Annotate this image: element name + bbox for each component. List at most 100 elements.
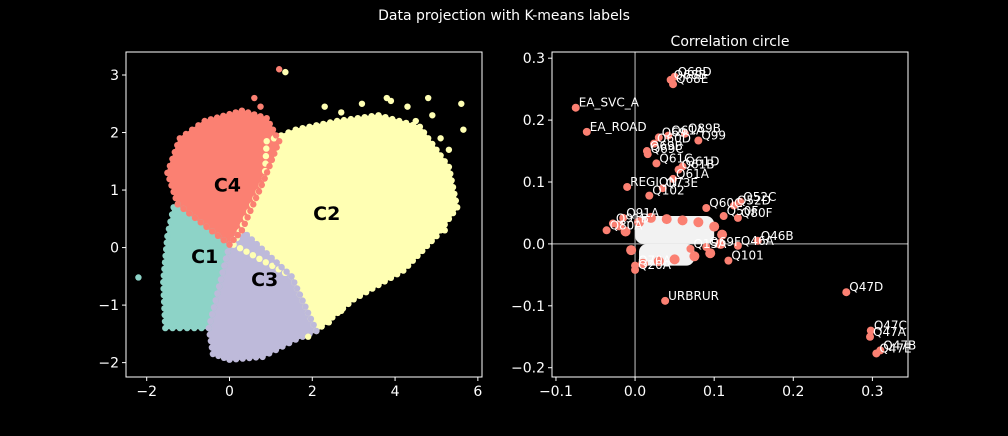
cluster-c2-edge-point (445, 163, 453, 171)
correlation-point (719, 212, 728, 221)
cluster-c2-edge-point (409, 257, 416, 264)
correlation-point-label: Q47C (874, 319, 907, 333)
correlation-point-label: Q68B (674, 68, 707, 82)
cluster-c2-edge-point (449, 209, 457, 217)
cluster-c4-edge-point (164, 169, 171, 176)
cluster-c3-edge-point (220, 354, 228, 361)
cluster-c3-edge-point (296, 291, 304, 298)
cluster-c4-edge-point (207, 116, 215, 123)
kmeans-projection-panel: C1 C2 C3 C4 −2 0 2 4 6 −2 −1 0 1 2 3 (98, 51, 483, 400)
cluster-c2-sparse-point (441, 227, 448, 234)
cluster-c4-edge-point (169, 155, 176, 163)
cluster-c4-edge-point (263, 115, 270, 122)
outlier-point (251, 94, 258, 102)
correlation-y-tick-label: 0.2 (523, 113, 545, 129)
correlation-point-label: REGION (630, 175, 677, 189)
cluster-c1-edge-point (162, 324, 169, 332)
kmeans-x-axis: −2 0 2 4 6 (136, 377, 482, 400)
cluster-c2-edge-point (347, 115, 355, 123)
correlation-y-tick-label: 0.3 (523, 51, 545, 67)
correlation-point-label: Q69 (662, 125, 687, 139)
cluster-c3-edge-point (219, 269, 226, 276)
kmeans-y-tick-label: 2 (110, 126, 119, 142)
correlation-point-label: Q60C (709, 196, 742, 210)
cluster-c2-edge-point (263, 138, 270, 145)
cluster-c4-edge-point (186, 210, 193, 217)
cluster-c2-edge-point (400, 267, 407, 274)
cluster-c2-sparse-point (338, 109, 345, 116)
cluster-c4-edge-point (174, 201, 181, 208)
outlier-point (257, 103, 264, 110)
correlation-point-label: Q69C (651, 142, 684, 156)
cluster-c3-edge-point (283, 268, 290, 275)
correlation-point-label: Q80A (610, 218, 644, 232)
cluster-c1-edge-point (161, 318, 169, 325)
cluster-c3-edge-point (215, 352, 222, 360)
cluster-c2-edge-point (433, 232, 440, 240)
correlation-point-label: Q47A (873, 325, 907, 339)
cluster-c4-edge-point (244, 214, 251, 221)
cluster-c3-edge-point (302, 303, 309, 310)
cluster-c1-edge-point (161, 311, 168, 319)
cluster-c1-edge-point (160, 298, 168, 305)
cluster-c2-sparse-point (433, 175, 440, 182)
correlation-point (608, 219, 617, 228)
cluster-c3-edge-point (293, 285, 301, 292)
correlation-y-tick-label: 0.1 (523, 175, 545, 191)
cluster-c4-edge-point (197, 219, 204, 226)
cluster-c4-edge-point (251, 111, 258, 118)
correlation-point (664, 131, 673, 140)
correlation-point (736, 197, 745, 206)
cluster-c2-edge-point (299, 125, 306, 132)
cluster-c4-edge-point (201, 117, 208, 125)
correlation-point (650, 139, 659, 148)
cluster-c1-edge-point (161, 265, 168, 273)
cluster-c2-edge-point (429, 140, 436, 148)
cluster-c3-edge-point (207, 318, 214, 325)
cluster-c4-edge-point (258, 181, 265, 189)
cluster-c4-edge-point (257, 113, 264, 120)
correlation-point-label: Q73E (666, 176, 698, 190)
correlation-crosshair (552, 52, 908, 377)
cluster-c2-edge-point (387, 274, 395, 281)
kmeans-y-axis: −2 −1 0 1 2 3 (98, 68, 126, 372)
correlation-point (680, 129, 689, 138)
outlier-point (135, 274, 142, 281)
cluster-c1-edge-point (183, 324, 191, 332)
cluster-c4-edge-point (171, 148, 178, 156)
cluster-c4-edge-point (266, 162, 273, 170)
cluster-c1-edge-point (163, 246, 170, 253)
correlation-point (694, 136, 703, 145)
cluster-c2-edge-point (420, 129, 428, 136)
cluster-c2-edge-point (447, 170, 454, 177)
cluster-c3-edge-point (221, 262, 228, 269)
cluster-c2-edge-point (350, 296, 357, 303)
correlation-point-label: Q47E (879, 341, 911, 355)
cluster-c1-edge-point (167, 218, 174, 225)
kmeans-x-tick-label: 0 (225, 384, 234, 400)
cluster-c2-edge-point (262, 259, 269, 266)
cluster-c4-edge-point (252, 194, 260, 202)
cluster-c4-edge-point (247, 207, 254, 215)
correlation-point (631, 265, 640, 274)
correlation-point (733, 241, 742, 250)
cluster-c3-edge-point (299, 333, 306, 340)
correlation-point (872, 349, 881, 358)
cluster-c4-edge-point (268, 156, 276, 164)
correlation-point-label: Q99 (701, 129, 726, 143)
cluster-c3-edge-point (278, 263, 285, 271)
outlier-point (460, 126, 467, 133)
correlation-point (661, 214, 672, 225)
cluster-c4-edge-point (261, 175, 268, 182)
cluster-c2-sparse-point (391, 255, 399, 263)
cluster-c1-edge-point (198, 324, 205, 332)
correlation-point-label: Q61A (676, 167, 710, 181)
correlation-point (653, 256, 664, 267)
correlation-point (643, 150, 652, 159)
cluster-c1-edge-point (163, 239, 170, 246)
cluster-c3-edge-point (272, 346, 280, 354)
cluster-c2-edge-point (416, 123, 424, 130)
cluster-c4-edge-point (180, 205, 187, 213)
cluster-c4-edge-point (191, 214, 199, 222)
